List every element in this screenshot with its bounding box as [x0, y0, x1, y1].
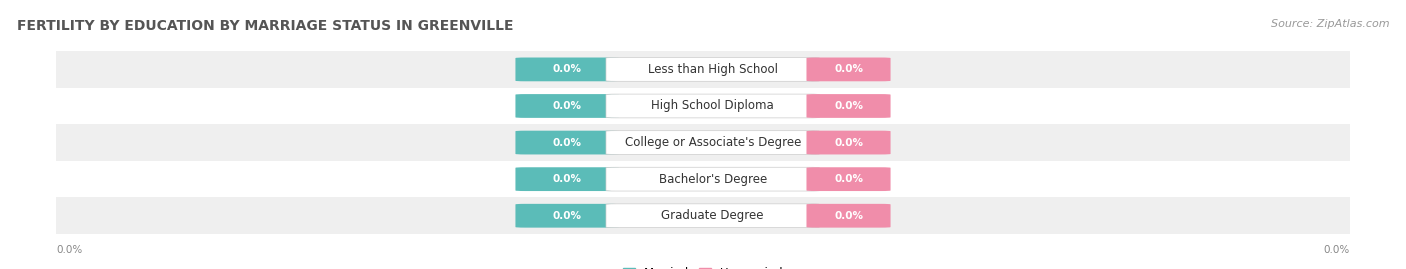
- Text: 0.0%: 0.0%: [834, 211, 863, 221]
- FancyBboxPatch shape: [606, 131, 820, 154]
- FancyBboxPatch shape: [516, 94, 619, 118]
- FancyBboxPatch shape: [606, 204, 820, 228]
- FancyBboxPatch shape: [606, 94, 820, 118]
- Text: 0.0%: 0.0%: [553, 101, 582, 111]
- Text: 0.0%: 0.0%: [834, 174, 863, 184]
- FancyBboxPatch shape: [606, 58, 820, 81]
- Text: Graduate Degree: Graduate Degree: [661, 209, 763, 222]
- Text: 0.0%: 0.0%: [553, 137, 582, 148]
- Text: 0.0%: 0.0%: [1323, 245, 1350, 255]
- Bar: [56, 197, 1350, 234]
- Text: FERTILITY BY EDUCATION BY MARRIAGE STATUS IN GREENVILLE: FERTILITY BY EDUCATION BY MARRIAGE STATU…: [17, 19, 513, 33]
- FancyBboxPatch shape: [516, 58, 619, 81]
- Text: Source: ZipAtlas.com: Source: ZipAtlas.com: [1271, 19, 1389, 29]
- Text: 0.0%: 0.0%: [553, 64, 582, 75]
- Bar: [56, 161, 1350, 197]
- Bar: [56, 51, 1350, 88]
- Text: Bachelor's Degree: Bachelor's Degree: [658, 173, 766, 186]
- Text: Less than High School: Less than High School: [648, 63, 778, 76]
- Text: 0.0%: 0.0%: [834, 137, 863, 148]
- Text: 0.0%: 0.0%: [553, 211, 582, 221]
- FancyBboxPatch shape: [807, 131, 890, 154]
- Bar: [56, 124, 1350, 161]
- FancyBboxPatch shape: [807, 94, 890, 118]
- FancyBboxPatch shape: [807, 204, 890, 228]
- Text: High School Diploma: High School Diploma: [651, 100, 775, 112]
- FancyBboxPatch shape: [807, 167, 890, 191]
- Bar: [56, 88, 1350, 124]
- Text: College or Associate's Degree: College or Associate's Degree: [624, 136, 801, 149]
- Text: 0.0%: 0.0%: [56, 245, 83, 255]
- FancyBboxPatch shape: [516, 131, 619, 154]
- Legend: Married, Unmarried: Married, Unmarried: [619, 262, 787, 269]
- FancyBboxPatch shape: [807, 58, 890, 81]
- FancyBboxPatch shape: [516, 167, 619, 191]
- FancyBboxPatch shape: [606, 167, 820, 191]
- Text: 0.0%: 0.0%: [834, 64, 863, 75]
- FancyBboxPatch shape: [516, 204, 619, 228]
- Text: 0.0%: 0.0%: [553, 174, 582, 184]
- Text: 0.0%: 0.0%: [834, 101, 863, 111]
